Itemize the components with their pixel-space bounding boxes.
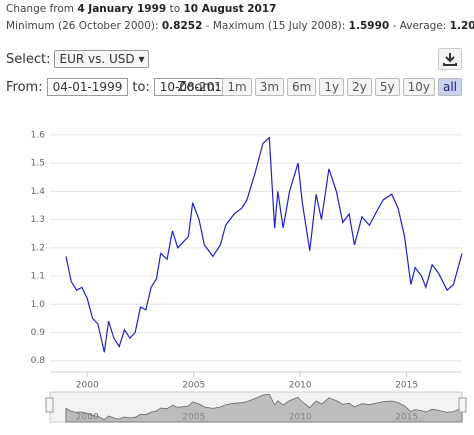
y-tick-label: 0.8 xyxy=(31,356,46,366)
y-tick-label: 1.4 xyxy=(31,187,46,197)
navigator-handle xyxy=(458,397,467,413)
zoom-button[interactable]: all xyxy=(437,78,462,96)
navigator-label: 2000 xyxy=(76,413,99,423)
date: 4 January 1999 xyxy=(77,3,167,15)
label: Select: xyxy=(6,51,51,67)
x-tick-label: 2010 xyxy=(289,381,312,391)
navigator-label: 2010 xyxy=(289,413,312,423)
y-tick-label: 1.5 xyxy=(31,159,45,169)
zoom-button[interactable]: 3m xyxy=(254,78,285,96)
zoom-button[interactable]: 5y xyxy=(374,78,400,96)
navigator-area xyxy=(65,393,463,423)
value: 1.2085 xyxy=(449,20,474,32)
date: 10 August 2017 xyxy=(183,3,277,15)
navigator-bg xyxy=(49,391,463,423)
y-tick-label: 1.3 xyxy=(31,215,45,225)
text: to xyxy=(169,3,181,15)
date-row: From: 04-01-1999 to: 10-08-2017 xyxy=(6,78,236,96)
zoom-button[interactable]: 6m xyxy=(287,78,317,96)
y-tick-label: 0.9 xyxy=(31,328,46,338)
text: - Maximum (15 July 2008): xyxy=(205,20,346,32)
text: Minimum (26 October 2000): xyxy=(6,20,159,32)
change-line: Change from 4 January 1999 to 10 August … xyxy=(6,3,276,15)
x-tick-label: 2005 xyxy=(182,381,205,391)
value: 0.8252 xyxy=(161,20,203,32)
select-row: Select: EUR vs. USD ▾ xyxy=(6,50,150,68)
zoom-button[interactable]: 1y xyxy=(319,78,345,96)
zoom-button[interactable]: 2y xyxy=(347,78,372,96)
text: - Average: xyxy=(392,20,447,32)
y-tick-label: 1.2 xyxy=(31,243,45,253)
zoom-button[interactable]: 1m xyxy=(222,78,252,96)
download-button[interactable] xyxy=(438,48,462,70)
navigator-label: 2015 xyxy=(395,413,418,423)
label: Zoom: xyxy=(177,79,220,95)
price-line xyxy=(65,136,463,353)
label: From: xyxy=(6,79,43,95)
text: Change from xyxy=(6,3,74,15)
x-tick-label: 2000 xyxy=(76,381,99,391)
value: 1.5990 xyxy=(348,20,390,32)
select-text: EUR vs. USD xyxy=(59,52,135,66)
pair-select[interactable]: EUR vs. USD ▾ xyxy=(54,50,150,68)
from-input[interactable]: 04-01-1999 xyxy=(46,78,129,96)
y-tick-label: 1.6 xyxy=(31,130,46,140)
navigator-handle xyxy=(45,397,54,413)
x-tick-label: 2015 xyxy=(395,381,418,391)
y-tick-label: 1.1 xyxy=(31,272,45,282)
zoom-group: Zoom: 1m 3m 6m 1y 2y 5y 10y all xyxy=(177,78,462,96)
zoom-button[interactable]: 10y xyxy=(402,78,435,96)
label: to: xyxy=(132,79,150,95)
navigator-label: 2005 xyxy=(182,413,205,423)
y-tick-label: 1.0 xyxy=(31,300,46,310)
stats-line: Minimum (26 October 2000): 0.8252 - Maxi… xyxy=(6,20,474,32)
download-icon xyxy=(443,53,457,66)
